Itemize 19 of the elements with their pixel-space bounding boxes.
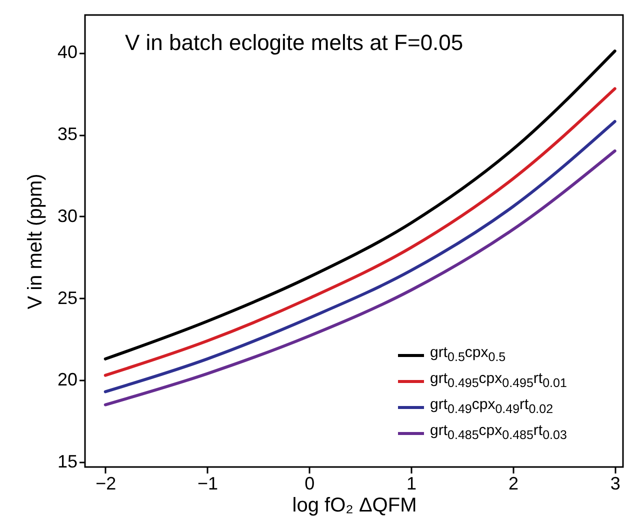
y-tick-label: 40 bbox=[57, 42, 78, 62]
legend-label: grt$_{0.5}$cpx$_{0.5}$ bbox=[430, 343, 506, 366]
y-axis-title: V in melt (ppm) bbox=[24, 174, 46, 310]
x-tick-label: 2 bbox=[508, 474, 518, 494]
y-tick-label: 35 bbox=[57, 124, 78, 144]
x-tick-label: 3 bbox=[610, 474, 620, 494]
text: V in batch eclogite melts at F=0.05 bbox=[125, 30, 464, 56]
x-tick-label: −1 bbox=[198, 474, 218, 494]
y-tick-label: 15 bbox=[57, 452, 78, 472]
legend-label: grt$_{0.485}$cpx$_{0.485}$rt$_{0.03}$ bbox=[430, 421, 567, 444]
legend-label: grt$_{0.49}$cpx$_{0.49}$rt$_{0.02}$ bbox=[430, 395, 554, 418]
x-tick-label: 0 bbox=[304, 474, 315, 494]
legend-label: grt$_{0.495}$cpx$_{0.495}$rt$_{0.01}$ bbox=[430, 369, 567, 392]
x-tick-label: −2 bbox=[96, 474, 116, 494]
y-tick-label: 25 bbox=[57, 288, 78, 308]
y-tick-label: 30 bbox=[57, 206, 78, 226]
y-tick-label: 20 bbox=[57, 370, 78, 390]
x-axis-title: log fO₂ ΔQFM bbox=[292, 494, 417, 516]
x-tick-label: 1 bbox=[406, 474, 417, 494]
